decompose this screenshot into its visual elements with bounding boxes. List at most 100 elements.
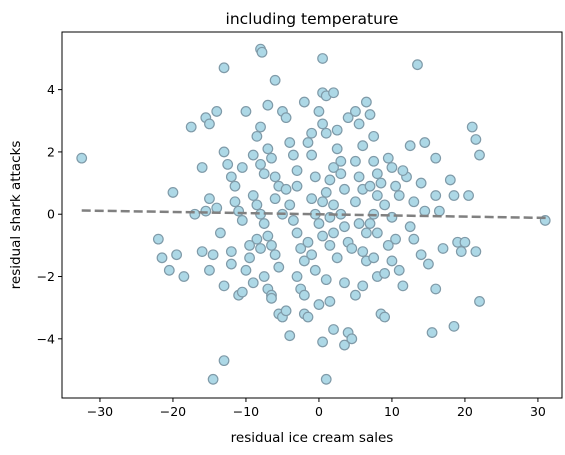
y-tick-label: 0 — [47, 207, 55, 222]
y-tick-label: 4 — [47, 82, 55, 97]
data-point — [320, 373, 332, 385]
data-point — [444, 174, 456, 186]
data-point — [324, 239, 336, 251]
data-point — [302, 311, 314, 323]
x-tick-label: −20 — [160, 404, 186, 419]
data-point — [328, 87, 339, 99]
data-point — [256, 46, 268, 58]
data-point — [306, 249, 318, 261]
data-point — [397, 165, 409, 177]
scatter-points — [76, 43, 551, 385]
data-point — [189, 208, 201, 220]
x-axis-label: residual ice cream sales — [231, 430, 394, 446]
data-point — [346, 243, 358, 254]
data-point — [382, 152, 394, 164]
data-point — [163, 264, 175, 276]
data-point — [320, 274, 332, 286]
data-point — [371, 227, 383, 239]
data-point — [280, 305, 292, 317]
data-point — [324, 174, 336, 186]
data-point — [225, 246, 237, 258]
data-point — [415, 177, 427, 189]
data-point — [408, 196, 420, 208]
data-point — [317, 118, 328, 130]
data-point — [255, 243, 266, 254]
data-point — [236, 286, 248, 298]
data-point — [353, 118, 365, 130]
data-point — [313, 218, 325, 229]
data-point — [251, 233, 263, 245]
data-point — [156, 252, 168, 264]
data-point — [244, 252, 255, 264]
data-point — [218, 355, 230, 367]
data-point — [397, 280, 409, 292]
data-point — [320, 127, 332, 139]
y-tick-label: −2 — [37, 269, 55, 284]
data-point — [244, 239, 255, 251]
data-point — [328, 227, 339, 239]
data-point — [448, 190, 460, 201]
data-point — [204, 193, 215, 205]
data-point — [393, 190, 405, 201]
data-point — [262, 143, 274, 155]
data-point — [350, 196, 361, 208]
data-point — [236, 162, 248, 173]
x-tick-label: 0 — [315, 404, 323, 419]
data-point — [375, 177, 387, 189]
data-point — [339, 277, 350, 289]
data-point — [412, 59, 423, 71]
data-point — [204, 118, 215, 130]
data-point — [240, 264, 252, 276]
data-point — [291, 227, 303, 239]
plot-frame — [61, 31, 563, 399]
data-point — [386, 255, 398, 267]
data-point — [379, 311, 391, 323]
data-point — [280, 183, 292, 195]
data-point — [317, 196, 328, 208]
x-tick-label: 30 — [530, 404, 546, 419]
data-point — [470, 246, 482, 258]
data-point — [339, 183, 350, 195]
data-point — [419, 137, 431, 148]
data-point — [309, 171, 321, 183]
data-point — [390, 233, 401, 245]
data-point — [218, 146, 230, 158]
data-point — [339, 221, 350, 233]
data-point — [317, 53, 328, 64]
data-point — [251, 199, 263, 211]
y-tick-label: −4 — [37, 331, 55, 346]
data-point — [430, 152, 442, 164]
data-point — [404, 221, 416, 233]
data-point — [433, 205, 445, 217]
data-point — [255, 158, 266, 170]
data-point — [262, 99, 274, 111]
data-point — [448, 320, 460, 332]
data-point — [353, 171, 365, 183]
data-point — [302, 137, 314, 148]
data-point — [430, 190, 442, 201]
data-point — [291, 165, 303, 177]
data-point — [207, 249, 219, 261]
data-point — [364, 109, 376, 120]
data-point — [302, 236, 314, 248]
data-point — [466, 121, 478, 133]
data-point — [360, 227, 372, 239]
data-point — [295, 243, 307, 254]
data-point — [470, 134, 482, 145]
data-point — [196, 246, 208, 258]
data-point — [251, 130, 263, 142]
data-point — [350, 289, 361, 301]
data-point — [287, 149, 299, 161]
data-point — [306, 127, 318, 139]
data-point — [371, 190, 383, 201]
data-point — [324, 296, 336, 307]
data-point — [280, 112, 292, 124]
data-point — [211, 106, 223, 117]
x-tick-label: 20 — [457, 404, 473, 419]
data-point — [258, 218, 270, 229]
data-point — [368, 252, 380, 264]
data-point — [382, 239, 394, 251]
data-point — [218, 62, 230, 74]
data-point — [328, 199, 339, 211]
x-axis-ticks: −30 −20 −10 0 10 20 30 — [87, 398, 546, 419]
